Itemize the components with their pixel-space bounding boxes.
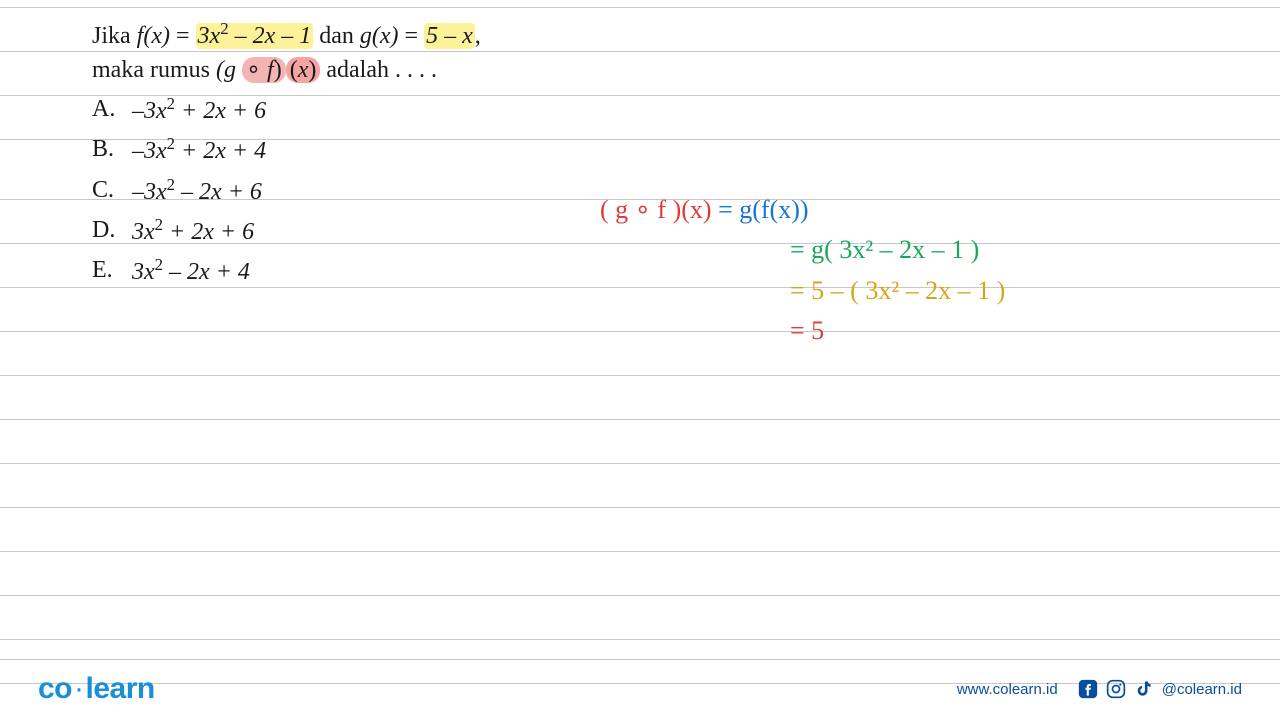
page: Jika f(x) = 3x2 – 2x – 1 dan g(x) = 5 – … (0, 0, 1280, 720)
tiktok-icon[interactable] (1134, 679, 1154, 699)
social-handle[interactable]: @colearn.id (1162, 681, 1242, 698)
option-text: –3x2 + 2x + 4 (132, 133, 266, 167)
comma: , (475, 23, 481, 49)
text-jika: Jika (92, 23, 137, 49)
hw-seg: = g(f(x)) (718, 195, 808, 224)
hw-seg: = 5 – ( 3x² – 2x – 1 ) (790, 276, 1005, 305)
equals-1: = (170, 23, 196, 49)
option-a: A. –3x2 + 2x + 6 (92, 93, 481, 127)
footer: co·learn www.colearn.id @colearn.id (0, 672, 1280, 706)
text-maka: maka rumus (92, 57, 216, 83)
option-text: 3x2 – 2x + 4 (132, 254, 250, 288)
hw-seg: = g( 3x² – 2x – 1 ) (790, 235, 979, 264)
hw-line-2: = g( 3x² – 2x – 1 ) (600, 230, 1005, 270)
option-letter: B. (92, 133, 114, 167)
option-text: 3x2 + 2x + 6 (132, 214, 254, 248)
footer-url[interactable]: www.colearn.id (957, 681, 1058, 698)
text-dan: dan (313, 23, 360, 49)
hw-line-4: = 5 (600, 311, 1005, 351)
hw-line-1: ( g ∘ f )(x) = g(f(x)) (600, 190, 1005, 230)
instagram-icon[interactable] (1106, 679, 1126, 699)
brand-part1: co (38, 672, 72, 705)
text-adalah: adalah . . . . (320, 57, 437, 83)
footer-right: www.colearn.id @colearn.id (957, 679, 1242, 699)
options-list: A. –3x2 + 2x + 6 B. –3x2 + 2x + 4 C. –3x… (92, 93, 481, 289)
option-letter: E. (92, 254, 114, 288)
fx-label: f(x) (137, 23, 170, 49)
option-c: C. –3x2 – 2x + 6 (92, 174, 481, 208)
equals-2: = (399, 23, 425, 49)
problem-line-1: Jika f(x) = 3x2 – 2x – 1 dan g(x) = 5 – … (92, 18, 481, 52)
option-d: D. 3x2 + 2x + 6 (92, 214, 481, 248)
social-icons: @colearn.id (1078, 679, 1242, 699)
problem-line-2: maka rumus (g ∘ f)(x) adalah . . . . (92, 54, 481, 86)
option-text: –3x2 – 2x + 6 (132, 174, 262, 208)
brand-logo: co·learn (38, 672, 155, 706)
hw-seg: = 5 (790, 316, 824, 345)
brand-part2: learn (86, 672, 155, 705)
gof-expression: (g ∘ f)(x) (216, 57, 320, 83)
option-letter: A. (92, 93, 114, 127)
hw-seg: ( g ∘ f )(x) (600, 195, 718, 224)
option-letter: D. (92, 214, 114, 248)
option-text: –3x2 + 2x + 6 (132, 93, 266, 127)
option-b: B. –3x2 + 2x + 4 (92, 133, 481, 167)
brand-dot: · (72, 672, 86, 705)
gx-expression: 5 – x (424, 23, 475, 49)
gx-label: g(x) (360, 23, 399, 49)
option-e: E. 3x2 – 2x + 4 (92, 254, 481, 288)
fx-expression: 3x2 – 2x – 1 (196, 23, 314, 49)
problem-block: Jika f(x) = 3x2 – 2x – 1 dan g(x) = 5 – … (92, 18, 481, 295)
handwritten-solution: ( g ∘ f )(x) = g(f(x)) = g( 3x² – 2x – 1… (600, 190, 1005, 351)
footer-divider (0, 659, 1280, 660)
option-letter: C. (92, 174, 114, 208)
facebook-icon[interactable] (1078, 679, 1098, 699)
hw-line-3: = 5 – ( 3x² – 2x – 1 ) (600, 271, 1005, 311)
